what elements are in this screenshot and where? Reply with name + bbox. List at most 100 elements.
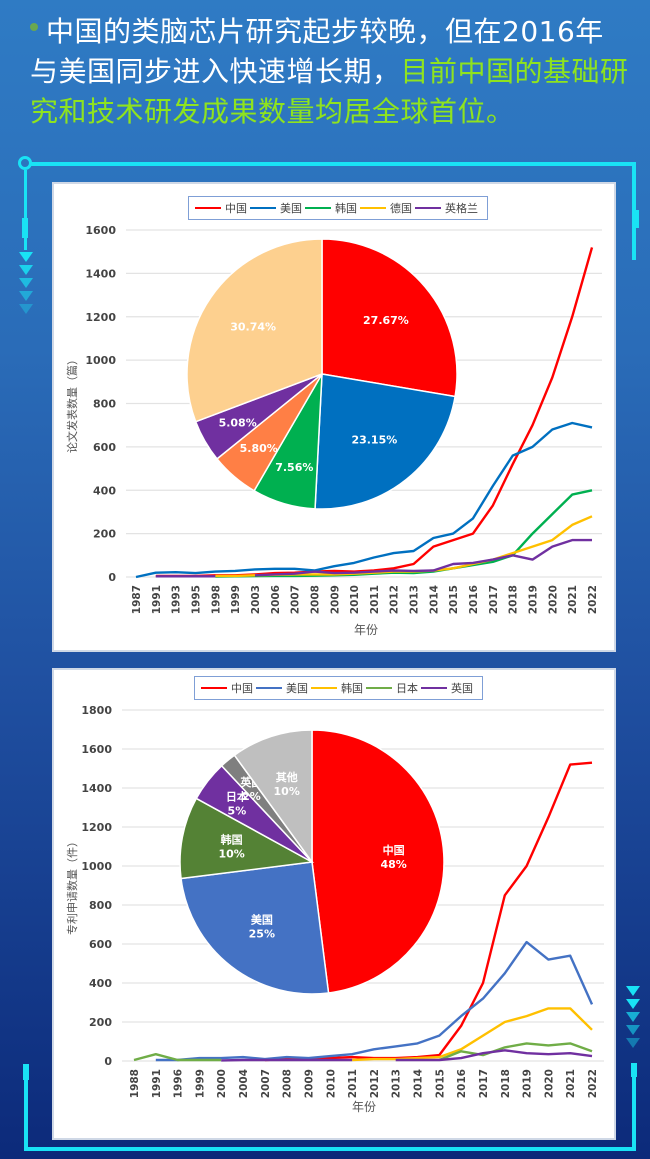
arrow-down-icon (626, 1025, 640, 1035)
pie-label: 23.15% (351, 433, 397, 446)
series-line (155, 940, 594, 1062)
arrow-down-icon (19, 252, 33, 262)
pie-slice (311, 729, 445, 994)
x-tick-label: 2017 (478, 1069, 490, 1098)
frame-bottom-right-notch (631, 1063, 637, 1077)
arrow-down-icon (19, 291, 33, 301)
y-axis-label: 论文发表数量（篇） (65, 354, 79, 453)
x-axis-label: 年份 (354, 623, 378, 637)
pie-slice (233, 729, 313, 865)
y-tick-label: 200 (89, 1016, 112, 1029)
x-tick-label: 2021 (567, 585, 579, 614)
legend-label: 中国 (231, 682, 253, 695)
x-tick-label: 2016 (468, 585, 480, 614)
bullet-icon (30, 23, 38, 31)
y-tick-label: 800 (93, 398, 116, 411)
y-tick-label: 400 (93, 484, 116, 497)
legend-item: 美国 (256, 680, 308, 696)
legend-swatch (311, 687, 337, 689)
pie-label: 美国 (251, 913, 273, 927)
x-tick-label: 1991 (151, 585, 163, 614)
series-line (264, 761, 593, 1062)
x-tick-label: 1998 (210, 585, 222, 614)
pie-slice (180, 861, 330, 995)
arrow-down-icon (19, 265, 33, 275)
legend-item: 日本 (366, 680, 418, 696)
legend-label: 日本 (396, 682, 418, 695)
legend-item: 英国 (421, 680, 473, 696)
x-tick-label: 2008 (309, 585, 321, 614)
x-tick-label: 2009 (329, 585, 341, 614)
x-tick-label: 2008 (282, 1069, 294, 1098)
x-tick-label: 2018 (508, 585, 520, 614)
legend-label: 韩国 (341, 682, 363, 695)
legend-item: 韩国 (305, 200, 357, 216)
chart-panel-papers: 0 200 400 600 800 1000 1200 1400 1600 1987 1991 199… (52, 182, 616, 652)
x-tick-label: 2014 (413, 1069, 425, 1098)
legend-item: 英格兰 (415, 200, 478, 216)
x-tick-label: 2011 (369, 585, 381, 614)
chart-panel-patents: 0 200 400 600 800 1000 1200 1400 1600 1800 1988 199… (52, 668, 616, 1140)
frame-bottom-left-notch (23, 1064, 29, 1080)
series-line (133, 1042, 593, 1062)
headline-text: 中国的类脑芯片研究起步较晚，但在2016年与美国同步进入快速增长期，目前中国的基… (30, 12, 630, 132)
y-tick-label: 1200 (81, 821, 112, 834)
legend-swatch (366, 687, 392, 689)
x-tick-label: 1999 (194, 1069, 206, 1098)
x-tick-label: 2013 (391, 1069, 403, 1098)
headline-highlight: 目前中国的基础研究和技术研发成果数量均居全球首位。 (30, 55, 629, 128)
x-tick-label: 2020 (547, 585, 559, 614)
x-tick-label: 2018 (500, 1069, 512, 1098)
chart-legend: 中国 美国 韩国 日本 英国 (194, 676, 483, 700)
x-tick-label: 2000 (216, 1069, 228, 1098)
pie-slice (314, 373, 456, 510)
y-tick-label: 1600 (81, 743, 112, 756)
pie-label: 5% (228, 805, 247, 818)
series-line (155, 538, 592, 578)
pie-label: 2% (242, 790, 261, 803)
y-tick-label: 1000 (81, 860, 112, 873)
x-tick-label: 2013 (409, 585, 421, 614)
y-tick-label: 0 (108, 571, 116, 584)
legend-swatch (305, 207, 331, 209)
x-tick-label: 2022 (587, 1069, 599, 1098)
headline-normal: 中国的类脑芯片研究起步较晚，但在2016年与美国同步进入快速增长期， (30, 15, 604, 88)
pie-label: 日本 (226, 790, 248, 804)
x-tick-label: 2017 (488, 585, 500, 614)
x-tick-label: 2019 (522, 1069, 534, 1098)
x-tick-label: 2006 (270, 585, 282, 614)
x-tick-label: 1987 (131, 585, 143, 614)
frame-right-notch (634, 210, 639, 228)
x-tick-label: 2020 (543, 1069, 555, 1098)
y-tick-label: 200 (93, 528, 116, 541)
legend-swatch (415, 207, 441, 209)
legend-swatch (201, 687, 227, 689)
x-tick-label: 1999 (230, 585, 242, 614)
x-tick-label: 2007 (290, 585, 302, 614)
x-tick-label: 2022 (587, 585, 599, 614)
x-tick-label: 1993 (171, 585, 183, 614)
legend-swatch (195, 207, 221, 209)
series-line (135, 421, 593, 579)
legend-item: 韩国 (311, 680, 363, 696)
x-tick-label: 2016 (456, 1069, 468, 1098)
x-tick-label: 2019 (528, 585, 540, 614)
x-tick-label: 2015 (434, 1069, 446, 1098)
legend-item: 中国 (201, 680, 253, 696)
x-tick-label: 2003 (250, 585, 262, 614)
legend-swatch (250, 207, 276, 209)
frame-left-line (24, 170, 27, 250)
x-tick-label: 2015 (448, 585, 460, 614)
x-tick-label: 1996 (173, 1069, 185, 1098)
y-tick-label: 600 (89, 938, 112, 951)
pie-label: 韩国 (221, 833, 243, 847)
pie-label: 10% (218, 848, 244, 861)
y-tick-label: 1200 (85, 311, 116, 324)
chart-legend: 中国 美国 韩国 德国 英格兰 (188, 196, 488, 220)
pie-slice (186, 238, 323, 423)
y-tick-label: 400 (89, 977, 112, 990)
y-tick-label: 0 (104, 1055, 112, 1068)
frame-bottom-left-line (24, 1066, 28, 1151)
legend-label: 韩国 (335, 202, 357, 215)
pie-label: 7.56% (275, 461, 313, 474)
